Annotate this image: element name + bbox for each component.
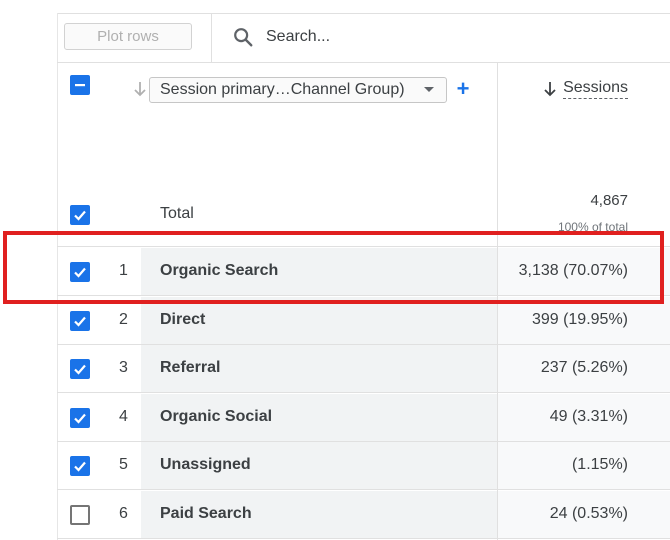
check-icon bbox=[74, 210, 86, 221]
sessions-value: 49 (3.31%) bbox=[549, 407, 628, 425]
row-divider bbox=[57, 440, 670, 442]
channel-name[interactable]: Paid Search bbox=[160, 504, 252, 522]
check-icon bbox=[74, 267, 86, 278]
dimension-cell bbox=[141, 442, 497, 489]
dimension-cell bbox=[141, 490, 497, 538]
row-divider bbox=[57, 392, 670, 393]
row-checkbox[interactable] bbox=[70, 407, 90, 428]
table-row[interactable]: 5 Unassigned (1.15%) bbox=[57, 442, 670, 490]
row-checkbox[interactable] bbox=[70, 310, 90, 331]
row-checkbox[interactable] bbox=[70, 504, 90, 525]
row-rank: 4 bbox=[119, 407, 128, 425]
check-icon bbox=[74, 461, 86, 472]
value-cell bbox=[498, 393, 670, 441]
sessions-value: (1.15%) bbox=[571, 456, 628, 473]
dimension-cell bbox=[141, 393, 497, 441]
row-divider bbox=[57, 537, 670, 539]
table-row[interactable]: 2 Direct 399 (19.95%) bbox=[57, 296, 670, 345]
table-row[interactable]: 6 Paid Search 24 (0.53%) bbox=[57, 490, 670, 539]
sessions-label: Sessions bbox=[563, 79, 628, 99]
row-rank: 5 bbox=[119, 456, 128, 473]
dimension-cell bbox=[141, 248, 497, 295]
check-icon bbox=[74, 364, 86, 375]
table-row[interactable]: 1 Organic Search 3,138 (70.07%) bbox=[57, 248, 670, 296]
sessions-value: 3,138 (70.07%) bbox=[518, 262, 628, 279]
channel-name[interactable]: Organic Search bbox=[160, 262, 279, 279]
minus-icon bbox=[75, 84, 85, 87]
row-checkbox[interactable] bbox=[70, 359, 90, 379]
plot-rows-button[interactable]: Plot rows bbox=[64, 23, 192, 50]
value-cell bbox=[498, 296, 670, 344]
row-checkbox[interactable] bbox=[70, 456, 90, 476]
total-label: Total bbox=[160, 205, 194, 222]
channel-name[interactable]: Referral bbox=[160, 359, 221, 376]
toolbar-divider bbox=[57, 62, 670, 63]
check-icon bbox=[74, 413, 86, 424]
row-rank: 1 bbox=[119, 262, 128, 279]
add-dimension-button[interactable]: + bbox=[456, 76, 470, 101]
channel-name[interactable]: Organic Social bbox=[160, 407, 273, 425]
row-rank: 3 bbox=[119, 359, 128, 376]
value-cell bbox=[498, 248, 670, 295]
sessions-column-header[interactable]: Sessions bbox=[543, 77, 628, 101]
dimension-select-label: Session primary…Channel Group) bbox=[160, 81, 405, 98]
sort-arrow-icon[interactable] bbox=[132, 80, 148, 98]
caret-down-icon bbox=[424, 87, 434, 92]
dimension-cell bbox=[141, 345, 497, 392]
row-rank: 6 bbox=[119, 504, 128, 522]
toolbar-separator bbox=[211, 14, 212, 62]
total-divider bbox=[57, 246, 670, 247]
sessions-value: 237 (5.26%) bbox=[540, 359, 628, 376]
sort-desc-icon bbox=[544, 82, 556, 97]
row-divider bbox=[57, 489, 670, 490]
row-rank: 2 bbox=[119, 310, 128, 328]
sessions-value: 24 (0.53%) bbox=[549, 504, 628, 522]
row-checkbox[interactable] bbox=[70, 262, 90, 282]
dimension-select[interactable]: Session primary…Channel Group) bbox=[149, 77, 447, 103]
total-percent: 100% of total bbox=[557, 220, 628, 234]
value-cell bbox=[498, 490, 670, 538]
search-icon[interactable] bbox=[232, 26, 254, 48]
table-row[interactable]: 4 Organic Social 49 (3.31%) bbox=[57, 393, 670, 442]
top-divider bbox=[57, 13, 670, 14]
channel-name[interactable]: Direct bbox=[160, 310, 206, 328]
check-icon bbox=[74, 316, 86, 327]
dimension-cell bbox=[141, 296, 497, 344]
table-row[interactable]: 3 Referral 237 (5.26%) bbox=[57, 345, 670, 393]
search-input[interactable] bbox=[262, 24, 570, 50]
value-cell bbox=[498, 345, 670, 392]
left-divider bbox=[57, 13, 58, 540]
total-value: 4,867 bbox=[590, 192, 628, 209]
value-cell bbox=[498, 442, 670, 489]
channel-name[interactable]: Unassigned bbox=[160, 456, 251, 473]
total-checkbox[interactable] bbox=[70, 205, 90, 225]
row-divider bbox=[57, 295, 670, 296]
row-divider bbox=[57, 343, 670, 345]
sessions-value: 399 (19.95%) bbox=[531, 310, 628, 328]
select-all-checkbox[interactable] bbox=[70, 75, 90, 95]
